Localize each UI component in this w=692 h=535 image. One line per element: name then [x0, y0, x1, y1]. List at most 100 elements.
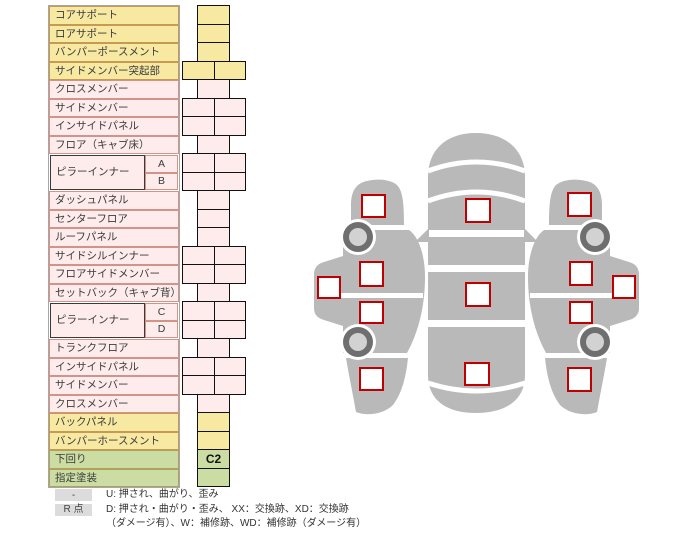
damage-cell[interactable] — [197, 393, 230, 413]
damage-cell[interactable] — [197, 190, 230, 210]
part-row: フロアサイドメンバー — [49, 265, 179, 284]
damage-cell[interactable] — [213, 153, 246, 173]
damage-cell[interactable] — [213, 171, 246, 191]
left-mirror — [415, 228, 429, 242]
part-row: センターフロア — [49, 209, 179, 228]
damage-cell[interactable] — [182, 153, 215, 173]
marker-top-roof-center[interactable] — [465, 282, 491, 307]
part-row-group: ピラーインナー C D — [49, 302, 179, 339]
damage-cell[interactable] — [213, 245, 246, 265]
marker-left-rear-door[interactable] — [359, 301, 384, 324]
marker-right-door-panel[interactable] — [612, 275, 636, 299]
damage-cell[interactable] — [182, 171, 215, 191]
legend-badge-spacer — [55, 518, 92, 530]
damage-cell[interactable] — [182, 319, 215, 339]
part-row-group: ピラーインナー A B — [49, 154, 179, 191]
damage-cell[interactable] — [197, 42, 230, 62]
part-row: コアサポート — [49, 6, 179, 25]
part-row: 指定塗装 — [49, 468, 179, 487]
legend-text: （ダメージ有）、W：補修跡、WD：補修跡（ダメージ有） — [106, 518, 367, 529]
damage-cell[interactable] — [197, 430, 230, 450]
damage-cell[interactable] — [197, 5, 230, 25]
part-row: サイドシルインナー — [49, 246, 179, 265]
marker-right-front-fender[interactable] — [567, 192, 592, 217]
rear-window-line — [427, 380, 526, 394]
damage-cell[interactable] — [213, 375, 246, 395]
part-row: ロアサポート — [49, 24, 179, 43]
part-row: トランクフロア — [49, 339, 179, 358]
top-view-body — [428, 133, 525, 413]
part-row: バンパーホースメント — [49, 431, 179, 450]
cowl-line — [427, 189, 526, 204]
left-front-wheel — [340, 219, 376, 255]
damage-cell[interactable]: C2 — [197, 449, 230, 469]
damage-cell[interactable] — [182, 264, 215, 284]
damage-cell[interactable] — [213, 301, 246, 321]
legend-badge-dash: - — [55, 489, 92, 501]
part-row: インサイドパネル — [49, 357, 179, 376]
marker-left-door-panel[interactable] — [317, 276, 341, 299]
pillar-sub-label: C — [145, 303, 178, 321]
part-row: サイドメンバー — [49, 98, 179, 117]
marker-left-front-door[interactable] — [359, 261, 384, 287]
damage-cell[interactable] — [197, 79, 230, 99]
part-row: インサイドパネル — [49, 117, 179, 136]
marker-right-front-door[interactable] — [569, 261, 593, 286]
left-rear-wheel — [340, 324, 376, 360]
damage-cell[interactable] — [197, 282, 230, 302]
damage-cell[interactable] — [213, 97, 246, 117]
damage-cell[interactable] — [197, 134, 230, 154]
roof-front-gap — [426, 265, 527, 272]
pillar-sub-label: D — [145, 320, 178, 338]
part-row: サイドメンバー — [49, 376, 179, 395]
damage-cell[interactable] — [182, 97, 215, 117]
damage-cell[interactable] — [197, 412, 230, 432]
part-row: バックパネル — [49, 413, 179, 432]
damage-cell[interactable] — [182, 245, 215, 265]
part-row: クロスメンバー — [49, 80, 179, 99]
damage-cell[interactable] — [197, 227, 230, 247]
damage-cell[interactable] — [182, 301, 215, 321]
damage-cell[interactable] — [182, 116, 215, 136]
part-row: バンパーポースメント — [49, 43, 179, 62]
damage-cell[interactable] — [213, 60, 246, 80]
legend-row: - U: 押され、曲がり、歪み — [55, 489, 366, 501]
damage-cell[interactable] — [182, 356, 215, 376]
car-damage-diagram — [314, 133, 639, 415]
marker-right-rear-door[interactable] — [569, 301, 593, 324]
marker-top-trunk[interactable] — [464, 362, 490, 386]
part-row: ダッシュパネル — [49, 191, 179, 210]
windshield-gap — [426, 230, 527, 237]
right-rear-wheel — [577, 324, 613, 360]
damage-cell[interactable] — [182, 375, 215, 395]
legend-text: D: 押され・曲がり・歪み、 XX：交換跡、XD：交換跡 — [106, 503, 349, 515]
part-label: ピラーインナー — [50, 155, 145, 190]
damage-cell[interactable] — [213, 356, 246, 376]
marker-left-rear-fender[interactable] — [359, 367, 384, 391]
parts-label-table: コアサポート ロアサポート バンパーポースメント サイドメンバー突起部 クロスメンバーサ… — [48, 5, 180, 488]
roof-rear-gap — [426, 320, 527, 327]
part-row: クロスメンバー — [49, 394, 179, 413]
marker-top-hood[interactable] — [465, 198, 491, 223]
left-door-split — [341, 293, 423, 298]
damage-cell[interactable] — [182, 60, 215, 80]
part-row: セットバック（キャブ背） — [49, 283, 179, 302]
damage-cell[interactable] — [213, 264, 246, 284]
marker-right-rear-fender[interactable] — [567, 367, 592, 392]
legend-text: U: 押され、曲がり、歪み — [106, 489, 219, 500]
damage-cell[interactable] — [213, 116, 246, 136]
damage-cell[interactable] — [197, 467, 230, 487]
damage-cell[interactable] — [197, 208, 230, 228]
hood-line — [427, 159, 526, 174]
right-front-wheel — [577, 219, 613, 255]
damage-cell[interactable] — [197, 338, 230, 358]
damage-cell[interactable] — [213, 319, 246, 339]
right-mirror — [524, 228, 538, 242]
legend-badge-rten: R 点 — [55, 503, 92, 516]
pillar-sub-label: A — [145, 155, 178, 173]
damage-cell[interactable] — [197, 23, 230, 43]
marker-left-front-fender[interactable] — [361, 194, 386, 218]
